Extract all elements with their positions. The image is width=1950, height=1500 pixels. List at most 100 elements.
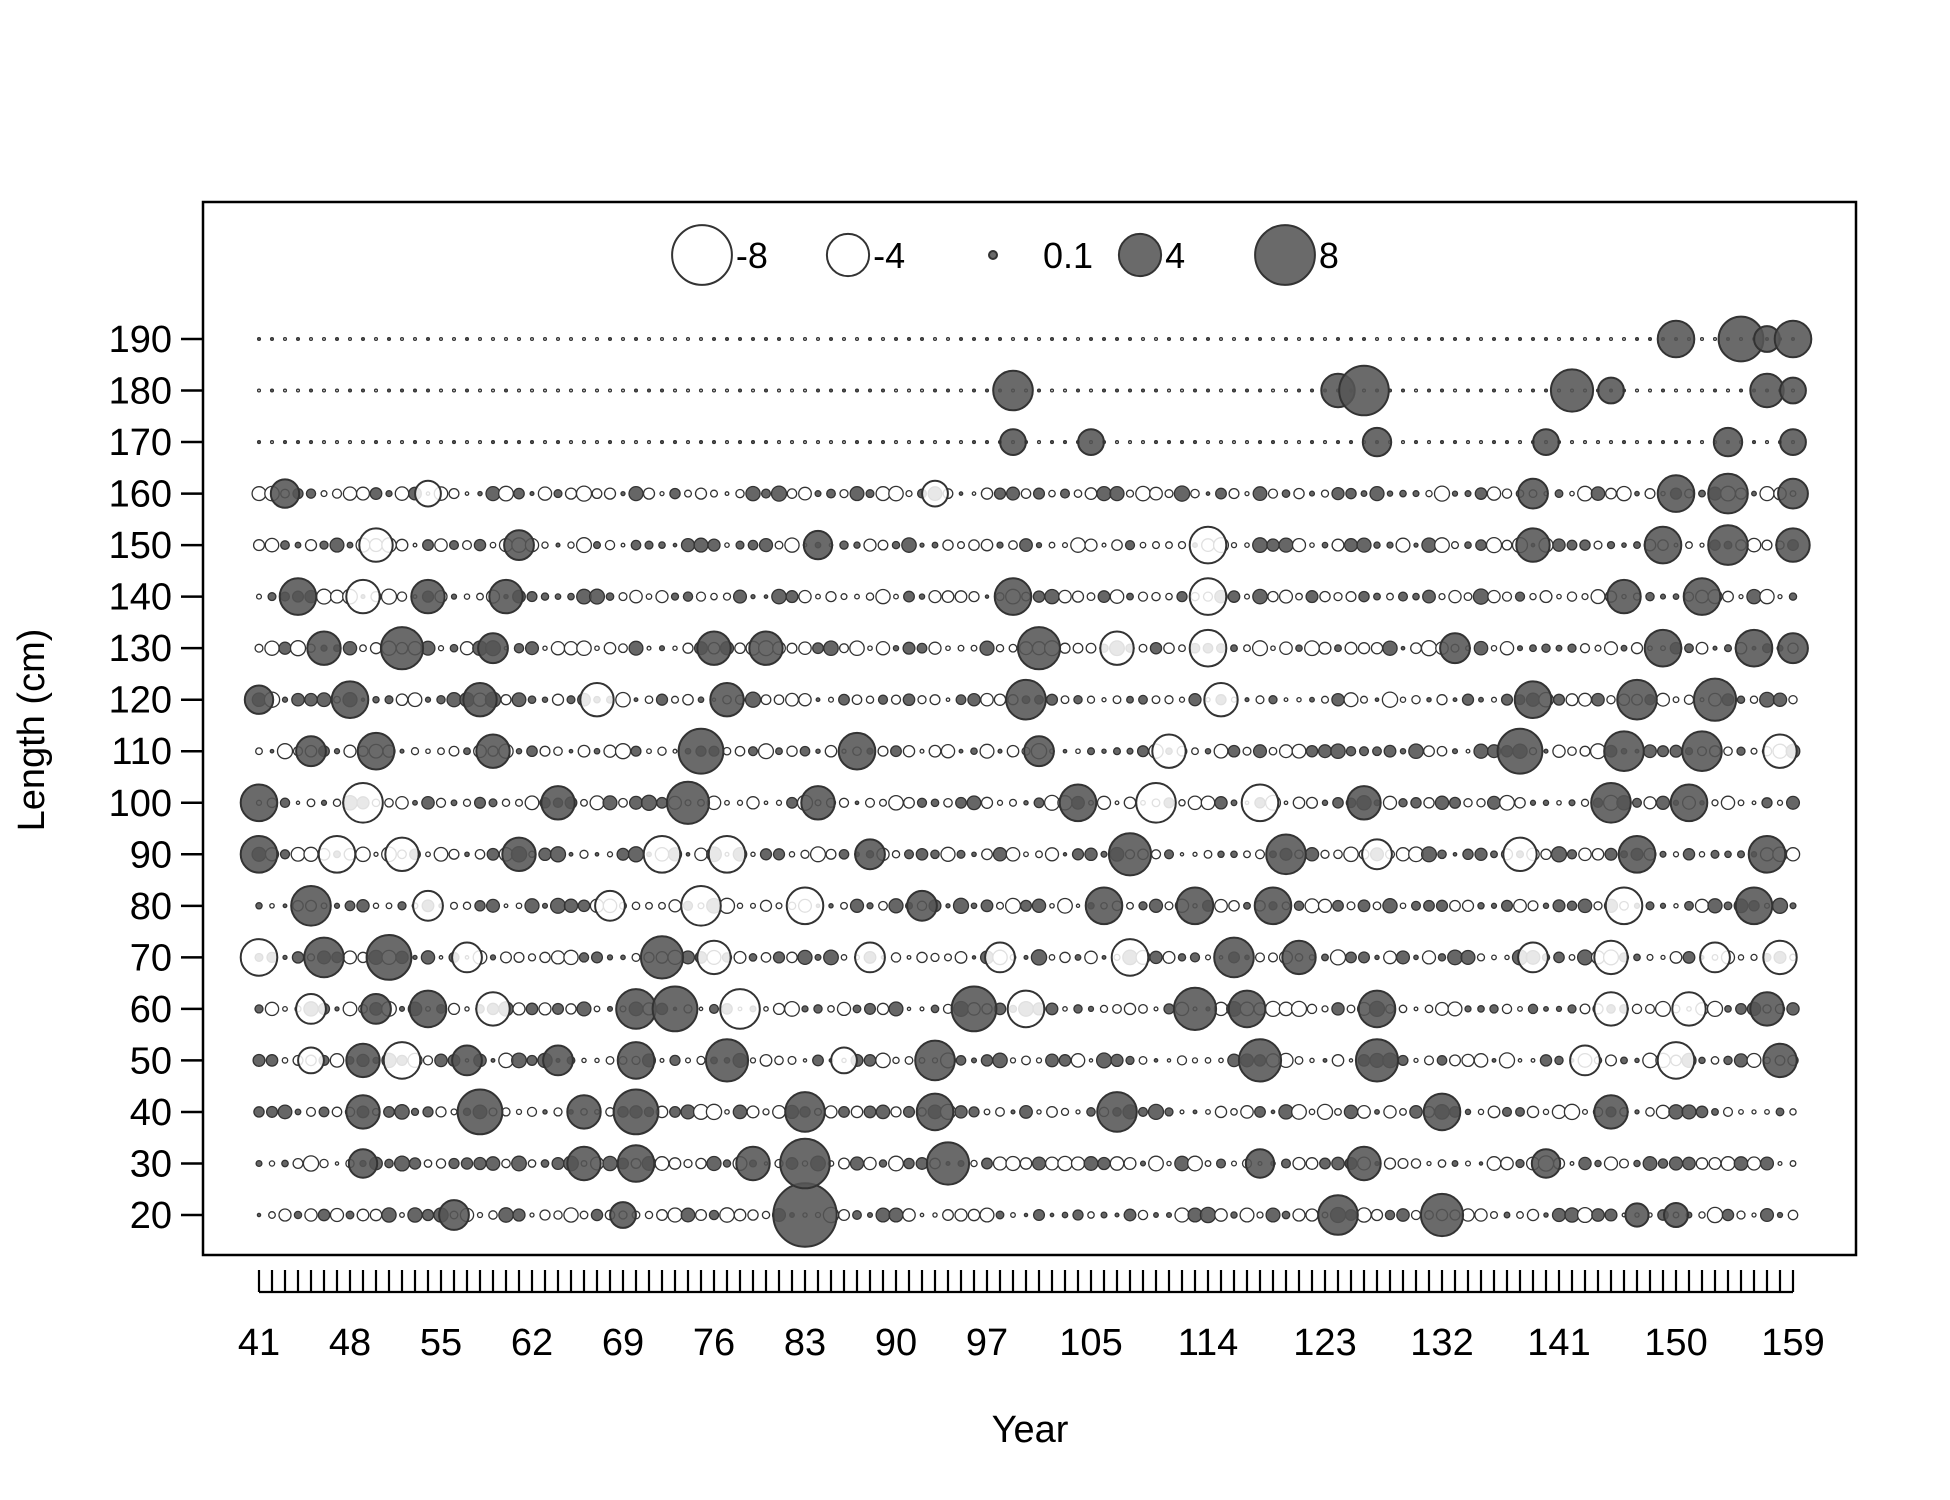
residual-bubble	[696, 939, 732, 976]
residual-bubble	[1593, 1094, 1629, 1130]
residual-dot	[863, 538, 877, 552]
residual-dot	[957, 644, 965, 652]
residual-dot	[384, 1158, 394, 1169]
residual-dot	[814, 490, 822, 498]
residual-dot	[550, 640, 566, 656]
residual-dot	[1062, 748, 1068, 754]
residual-dot	[1278, 1001, 1294, 1017]
residual-bubble	[594, 889, 626, 922]
residual-dot	[605, 1055, 615, 1065]
residual-dot	[1178, 644, 1186, 653]
residual-dot	[719, 1207, 735, 1223]
residual-dot	[1788, 592, 1798, 601]
residual-dot	[655, 589, 669, 604]
residual-dot	[1075, 388, 1081, 393]
residual-dot	[1656, 745, 1670, 758]
residual-dot	[1114, 800, 1120, 806]
residual-dot	[395, 795, 409, 810]
residual-dot	[1590, 589, 1606, 605]
residual-dot	[436, 694, 446, 705]
residual-dot	[1126, 747, 1134, 755]
residual-dot	[955, 796, 967, 809]
residual-dot	[1515, 1158, 1525, 1169]
residual-dot	[1192, 1109, 1198, 1115]
residual-dot	[1556, 336, 1562, 342]
residual-dot	[360, 336, 366, 342]
residual-dot	[1343, 692, 1359, 708]
residual-dot	[1101, 748, 1107, 754]
residual-dot	[268, 1160, 276, 1167]
residual-dot	[1410, 642, 1422, 655]
residual-bubble	[1762, 733, 1798, 769]
residual-dot	[657, 746, 667, 756]
residual-dot	[1178, 799, 1186, 807]
residual-dot	[1166, 336, 1172, 342]
residual-dot	[1604, 1208, 1618, 1222]
residual-dot	[802, 1058, 808, 1063]
residual-dot	[970, 747, 978, 756]
residual-dot	[438, 388, 444, 393]
residual-dot	[1230, 644, 1238, 653]
residual-dot	[968, 1106, 980, 1118]
residual-dot	[539, 951, 551, 964]
residual-dot	[1097, 1156, 1111, 1171]
residual-dot	[1723, 746, 1733, 757]
residual-dot	[603, 641, 617, 655]
residual-dot	[1044, 588, 1060, 605]
residual-dot	[1555, 644, 1563, 652]
residual-dot	[955, 1055, 967, 1066]
residual-dot	[1698, 1056, 1706, 1065]
residual-dot	[1411, 694, 1421, 705]
residual-dot	[421, 1208, 435, 1222]
residual-dot	[541, 902, 549, 909]
residual-dot	[277, 1104, 293, 1120]
residual-dot	[1270, 336, 1276, 342]
residual-dot	[640, 794, 658, 811]
residual-bubble	[1734, 886, 1774, 926]
residual-dot	[902, 641, 916, 655]
residual-dot	[1290, 1000, 1308, 1018]
residual-dot	[1218, 440, 1224, 445]
residual-dot	[996, 541, 1004, 549]
residual-dot	[698, 336, 704, 342]
residual-bubble	[1606, 578, 1642, 615]
residual-dot	[1148, 898, 1164, 913]
residual-bubble	[1084, 886, 1124, 926]
residual-bubble	[347, 1148, 379, 1179]
residual-bubble	[1603, 730, 1645, 773]
residual-dot	[1230, 1160, 1238, 1167]
residual-dot	[304, 692, 318, 707]
residual-dot	[928, 744, 942, 758]
residual-dot	[1060, 1107, 1070, 1117]
residual-dot	[464, 388, 470, 393]
residual-dot	[568, 388, 574, 393]
residual-dot	[1435, 899, 1449, 912]
residual-dot	[515, 902, 523, 910]
residual-dot	[836, 1001, 852, 1017]
residual-dot	[1413, 1057, 1419, 1064]
residual-bubble	[906, 889, 938, 922]
residual-bubble	[921, 479, 949, 508]
residual-dot	[732, 589, 748, 604]
residual-dot	[251, 486, 267, 502]
residual-dot	[1634, 440, 1640, 445]
residual-dot	[1724, 1005, 1732, 1013]
residual-dot	[1074, 953, 1082, 961]
residual-dot	[615, 691, 631, 708]
residual-dot	[1192, 851, 1198, 857]
residual-dot	[772, 848, 786, 861]
residual-dot	[1552, 538, 1566, 552]
x-tick-label: 41	[238, 1322, 280, 1364]
residual-dot	[1695, 1105, 1709, 1119]
residual-dot	[435, 1106, 447, 1118]
residual-dot	[968, 590, 980, 603]
residual-dot	[399, 1212, 405, 1218]
residual-dot	[1123, 1208, 1137, 1222]
residual-dot	[1381, 691, 1399, 708]
residual-dot	[1138, 643, 1148, 653]
residual-dot	[698, 440, 704, 445]
y-tick-label: 190	[109, 319, 172, 361]
residual-dot	[1319, 1157, 1331, 1170]
residual-dot	[1541, 643, 1551, 653]
residual-dot	[997, 336, 1003, 342]
